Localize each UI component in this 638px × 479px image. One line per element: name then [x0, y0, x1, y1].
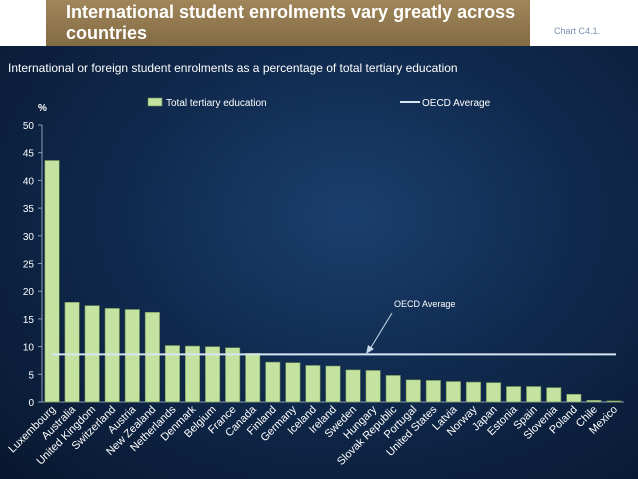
bar-finland — [265, 361, 281, 403]
chart-subtitle: International or foreign student enrolme… — [8, 61, 458, 75]
bar-latvia — [445, 381, 461, 403]
bar-netherlands — [164, 345, 180, 403]
bar-germany — [285, 362, 301, 403]
bar-japan — [486, 382, 502, 403]
bar-slovak-republic — [385, 375, 401, 403]
y-tick-label: 20 — [23, 287, 35, 298]
bar-slovenia — [546, 387, 562, 403]
y-tick-label: 5 — [28, 370, 34, 381]
y-tick-label: 35 — [23, 204, 35, 215]
y-tick-label: 15 — [23, 315, 35, 326]
bar-poland — [566, 393, 582, 403]
title-box — [46, 0, 530, 46]
bar-norway — [465, 381, 482, 403]
bar-sweden — [345, 369, 361, 403]
y-tick-label: 45 — [23, 149, 35, 160]
bar-portugal — [405, 379, 421, 403]
y-tick-label: 30 — [23, 232, 35, 243]
bar-australia — [64, 301, 80, 403]
y-tick-label: 10 — [23, 343, 35, 354]
bar-luxembourg — [44, 160, 60, 403]
legend-label-line: OECD Average — [422, 98, 491, 109]
y-tick-label: 25 — [23, 260, 35, 271]
bar-united-states — [425, 380, 441, 403]
bar-denmark — [184, 345, 201, 403]
bar-ireland — [325, 365, 341, 403]
oecd-annotation-label: OECD Average — [394, 299, 455, 309]
chart-reference: Chart C4.1. — [553, 26, 600, 36]
bar-spain — [526, 386, 542, 403]
bar-chile — [586, 400, 602, 403]
y-axis-label: % — [38, 103, 47, 114]
slide-title: International student enrolments vary gr… — [66, 2, 516, 43]
bar-austria — [124, 309, 140, 403]
bar-france — [225, 347, 241, 403]
bar-mexico — [606, 400, 622, 403]
legend-label-bar: Total tertiary education — [166, 98, 267, 109]
annotation-arrow-head — [366, 345, 374, 354]
bar-hungary — [365, 370, 381, 403]
bar-belgium — [205, 346, 221, 403]
bar-canada — [245, 352, 261, 403]
legend-swatch-bar — [147, 97, 163, 107]
bar-iceland — [305, 365, 321, 403]
bar-new-zealand — [144, 311, 160, 403]
y-tick-label: 0 — [28, 398, 34, 409]
annotation-arrow-line — [369, 312, 393, 350]
bar-estonia — [506, 386, 522, 403]
y-tick-label: 50 — [23, 121, 35, 132]
y-tick-label: 40 — [23, 176, 35, 187]
